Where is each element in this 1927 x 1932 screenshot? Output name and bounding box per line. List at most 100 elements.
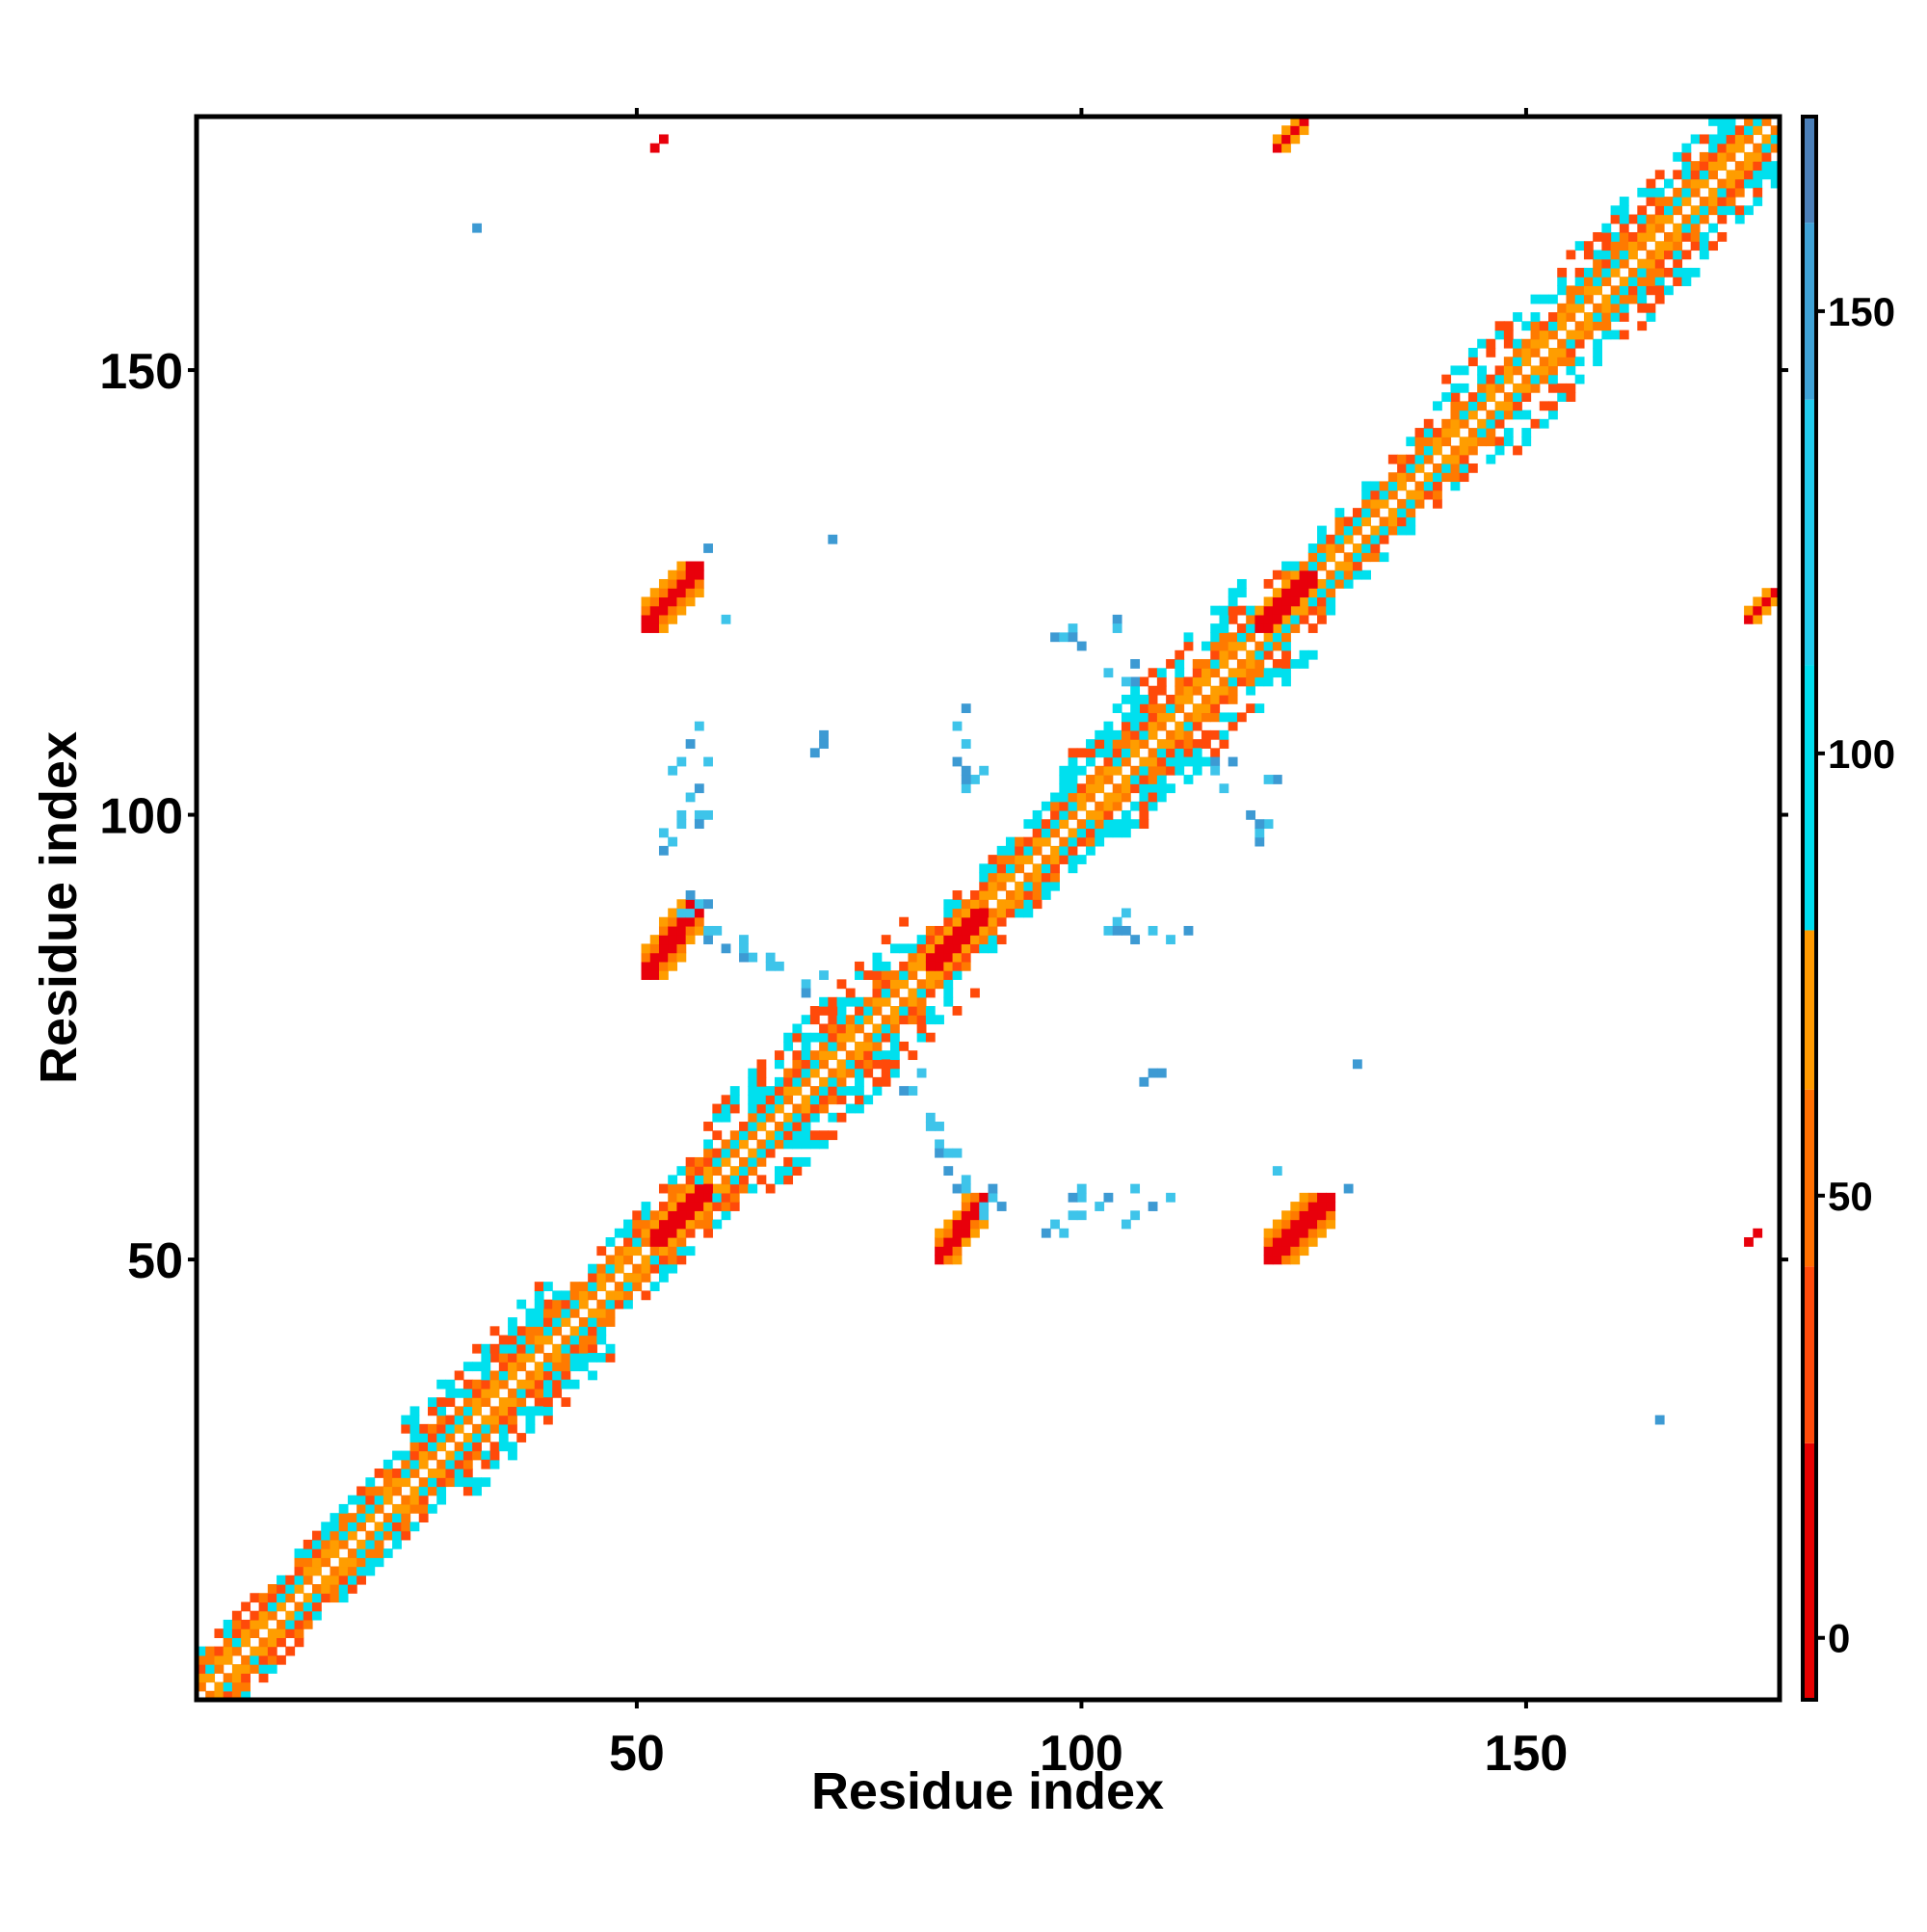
heatmap-cell — [668, 1175, 678, 1185]
heatmap-cell — [588, 1343, 597, 1354]
heatmap-cell — [1610, 303, 1621, 313]
heatmap-cell — [1361, 498, 1371, 509]
heatmap-cell — [783, 1130, 794, 1141]
heatmap-cell — [1433, 401, 1442, 411]
x-tick-label: 100 — [1040, 1726, 1123, 1782]
heatmap-cell — [828, 1032, 838, 1043]
heatmap-cell — [462, 1433, 473, 1442]
heatmap-cell — [721, 943, 731, 954]
heatmap-cell — [899, 996, 910, 1007]
heatmap-cell — [569, 1282, 580, 1291]
heatmap-cell — [525, 1423, 536, 1434]
heatmap-cell — [1050, 845, 1060, 856]
heatmap-cell — [668, 1183, 678, 1194]
heatmap-cell — [1637, 187, 1648, 198]
heatmap-cell — [774, 961, 784, 971]
heatmap-cell — [1121, 908, 1131, 918]
heatmap-cell — [525, 1388, 536, 1398]
heatmap-cell — [1068, 765, 1078, 776]
heatmap-cell — [1379, 481, 1389, 491]
heatmap-cell — [1637, 285, 1648, 296]
heatmap-cell — [1726, 178, 1736, 189]
heatmap-cell — [1486, 418, 1496, 429]
heatmap-cell — [1601, 277, 1612, 286]
heatmap-cell — [338, 1539, 349, 1549]
heatmap-cell — [1307, 596, 1318, 607]
heatmap-cell — [809, 1015, 820, 1025]
heatmap-cell — [1156, 792, 1167, 803]
heatmap-cell — [1032, 819, 1043, 830]
heatmap-cell — [1023, 872, 1034, 883]
heatmap-cell — [1628, 285, 1638, 296]
heatmap-cell — [1503, 374, 1514, 384]
heatmap-cell — [1326, 543, 1336, 553]
heatmap-cell — [943, 961, 954, 971]
heatmap-cell — [1263, 1228, 1274, 1238]
heatmap-cell — [1095, 748, 1105, 758]
heatmap-cell — [1095, 809, 1105, 820]
heatmap-cell — [1156, 703, 1167, 714]
heatmap-cell — [641, 605, 651, 616]
heatmap-cell — [1601, 258, 1612, 269]
heatmap-cell — [311, 1548, 322, 1558]
heatmap-cell — [1086, 792, 1095, 803]
heatmap-cell — [1557, 357, 1568, 367]
heatmap-cell — [427, 1477, 437, 1488]
heatmap-cell — [729, 1086, 740, 1096]
heatmap-cell — [1593, 250, 1602, 260]
heatmap-cell — [756, 1068, 767, 1078]
heatmap-cell — [703, 899, 713, 910]
heatmap-cell — [1219, 632, 1229, 643]
heatmap-cell — [1503, 365, 1514, 376]
heatmap-cell — [765, 1086, 776, 1096]
heatmap-cell — [694, 916, 704, 927]
heatmap-cell — [365, 1495, 376, 1505]
heatmap-cell — [729, 1095, 740, 1105]
heatmap-cell — [970, 775, 980, 784]
heatmap-cell — [694, 1166, 704, 1177]
heatmap-cell — [498, 1433, 509, 1442]
heatmap-cell — [1521, 410, 1532, 420]
heatmap-cell — [1059, 801, 1069, 811]
heatmap-cell — [1068, 855, 1078, 864]
heatmap-cell — [1156, 756, 1167, 767]
heatmap-cell — [935, 970, 944, 980]
heatmap-cell — [1086, 748, 1095, 758]
heatmap-cell — [658, 916, 669, 927]
heatmap-cell — [1566, 330, 1576, 340]
heatmap-cell — [1619, 312, 1629, 322]
heatmap-cell — [588, 1290, 597, 1301]
heatmap-cell — [542, 1353, 553, 1363]
heatmap-cell — [1593, 338, 1602, 349]
colorbar-tick-label: 0 — [1828, 1616, 1850, 1661]
heatmap-cell — [694, 578, 704, 589]
heatmap-cell — [1139, 1076, 1149, 1087]
heatmap-cell — [409, 1459, 420, 1469]
heatmap-cell — [1486, 383, 1496, 393]
heatmap-cell — [1717, 134, 1728, 145]
heatmap-cell — [1441, 418, 1452, 429]
heatmap-cell — [1628, 214, 1638, 225]
heatmap-cell — [916, 996, 927, 1007]
heatmap-cell — [819, 1023, 829, 1034]
heatmap-cell — [1210, 668, 1221, 678]
heatmap-cell — [472, 1406, 482, 1416]
heatmap-cell — [1183, 739, 1194, 749]
heatmap-cell — [1414, 428, 1425, 437]
heatmap-cell — [1121, 676, 1131, 687]
heatmap-cell — [1299, 1210, 1309, 1221]
heatmap-cell — [525, 1415, 536, 1425]
heatmap-cell — [241, 1664, 251, 1674]
heatmap-cell — [418, 1450, 429, 1461]
heatmap-cell — [258, 1637, 269, 1648]
heatmap-cell — [1548, 330, 1558, 340]
heatmap-cell — [1593, 285, 1602, 296]
heatmap-cell — [1414, 463, 1425, 473]
heatmap-cell — [916, 1015, 927, 1025]
heatmap-cell — [935, 961, 944, 971]
heatmap-cell — [401, 1513, 411, 1522]
heatmap-cell — [525, 1335, 536, 1345]
heatmap-cell — [1183, 632, 1194, 643]
heatmap-cell — [1059, 765, 1069, 776]
